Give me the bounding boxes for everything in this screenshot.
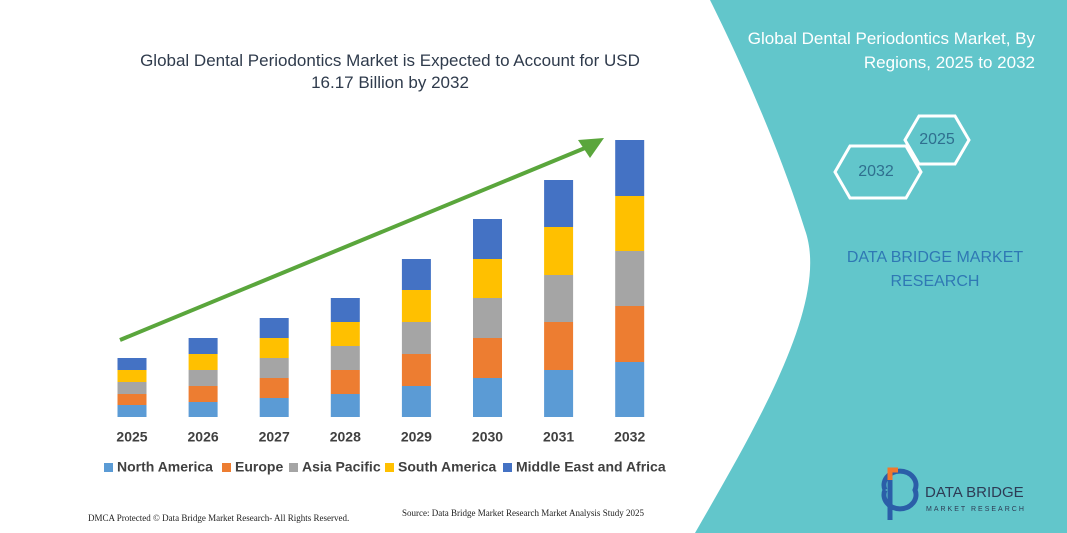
bar-segment (330, 346, 360, 370)
legend-marker (104, 463, 113, 472)
bar-segment (188, 354, 218, 370)
bar-segment (473, 219, 502, 259)
legend-marker (222, 463, 231, 472)
legend-marker (289, 463, 298, 472)
bar-segment (401, 322, 431, 354)
bar-segment (330, 298, 360, 322)
bar-segment (188, 338, 218, 354)
bar-segment (117, 370, 147, 382)
bar-segment (330, 370, 360, 394)
bar-segment (188, 386, 218, 402)
x-tick-label: 2028 (330, 429, 361, 445)
logo-icon (887, 467, 898, 480)
brand: DATA BRIDGE MARKET RESEARCH (846, 249, 1024, 290)
legend-marker (385, 463, 394, 472)
bar-segment (117, 358, 147, 370)
bar-segment (473, 298, 502, 338)
bar-segment (401, 290, 431, 322)
bar-segment (544, 370, 574, 417)
bar-segment (615, 196, 645, 251)
bar-segment (259, 398, 289, 417)
hex-label: 2025 (919, 131, 955, 148)
bar-segment (117, 405, 147, 417)
x-tick-label: 2031 (543, 429, 574, 445)
side-panel (695, 0, 1067, 533)
x-tick-label: 2030 (472, 429, 503, 445)
x-tick-label: 2026 (188, 429, 219, 445)
hex-label: 2032 (858, 163, 894, 180)
bar-segment (259, 318, 289, 338)
bar-segment (188, 402, 218, 417)
bar-segment (188, 370, 218, 386)
x-tick-label: 2025 (116, 429, 147, 445)
bar-segment (401, 386, 431, 417)
legend-marker (503, 463, 512, 472)
legend-label: North America (117, 459, 213, 475)
hexagon (903, 114, 971, 166)
bar-segment (544, 227, 574, 275)
bar-segment (473, 378, 502, 417)
bar-segment (401, 354, 431, 386)
bar-segment (473, 338, 502, 378)
bar-segment (259, 378, 289, 398)
bar-segment (615, 306, 645, 362)
legend-label: Europe (235, 459, 283, 475)
source: Source: Data Bridge Market Research Mark… (402, 508, 644, 518)
bar-segment (615, 362, 645, 417)
bar-segment (259, 358, 289, 378)
bar-segment (330, 322, 360, 346)
copyright: DMCA Protected © Data Bridge Market Rese… (88, 513, 349, 523)
legend-label: Middle East and Africa (516, 459, 666, 475)
bar-segment (259, 338, 289, 358)
logo-tagline: MARKET RESEARCH (926, 506, 1026, 513)
bar-segment (330, 394, 360, 417)
trend-arrow (119, 146, 586, 342)
bar-segment (615, 251, 645, 306)
bar-segment (117, 382, 147, 394)
x-tick-label: 2029 (401, 429, 432, 445)
hexagon (833, 144, 923, 200)
bar-segment (544, 180, 574, 227)
bar-segment (401, 259, 431, 290)
logo-name: DATA BRIDGE (925, 484, 1024, 501)
chart-title: Global Dental Periodontics Market is Exp… (140, 51, 640, 92)
bar-segment (544, 275, 574, 322)
bar-segment (473, 259, 502, 298)
panel-title: Global Dental Periodontics Market, By Re… (747, 29, 1035, 72)
arrow-head (578, 138, 604, 158)
x-tick-label: 2027 (259, 429, 290, 445)
bar-segment (615, 140, 645, 196)
x-tick-label: 2032 (614, 429, 645, 445)
bar-segment (117, 394, 147, 405)
legend-label: South America (398, 459, 496, 475)
legend-label: Asia Pacific (302, 459, 381, 475)
bar-segment (544, 322, 574, 370)
